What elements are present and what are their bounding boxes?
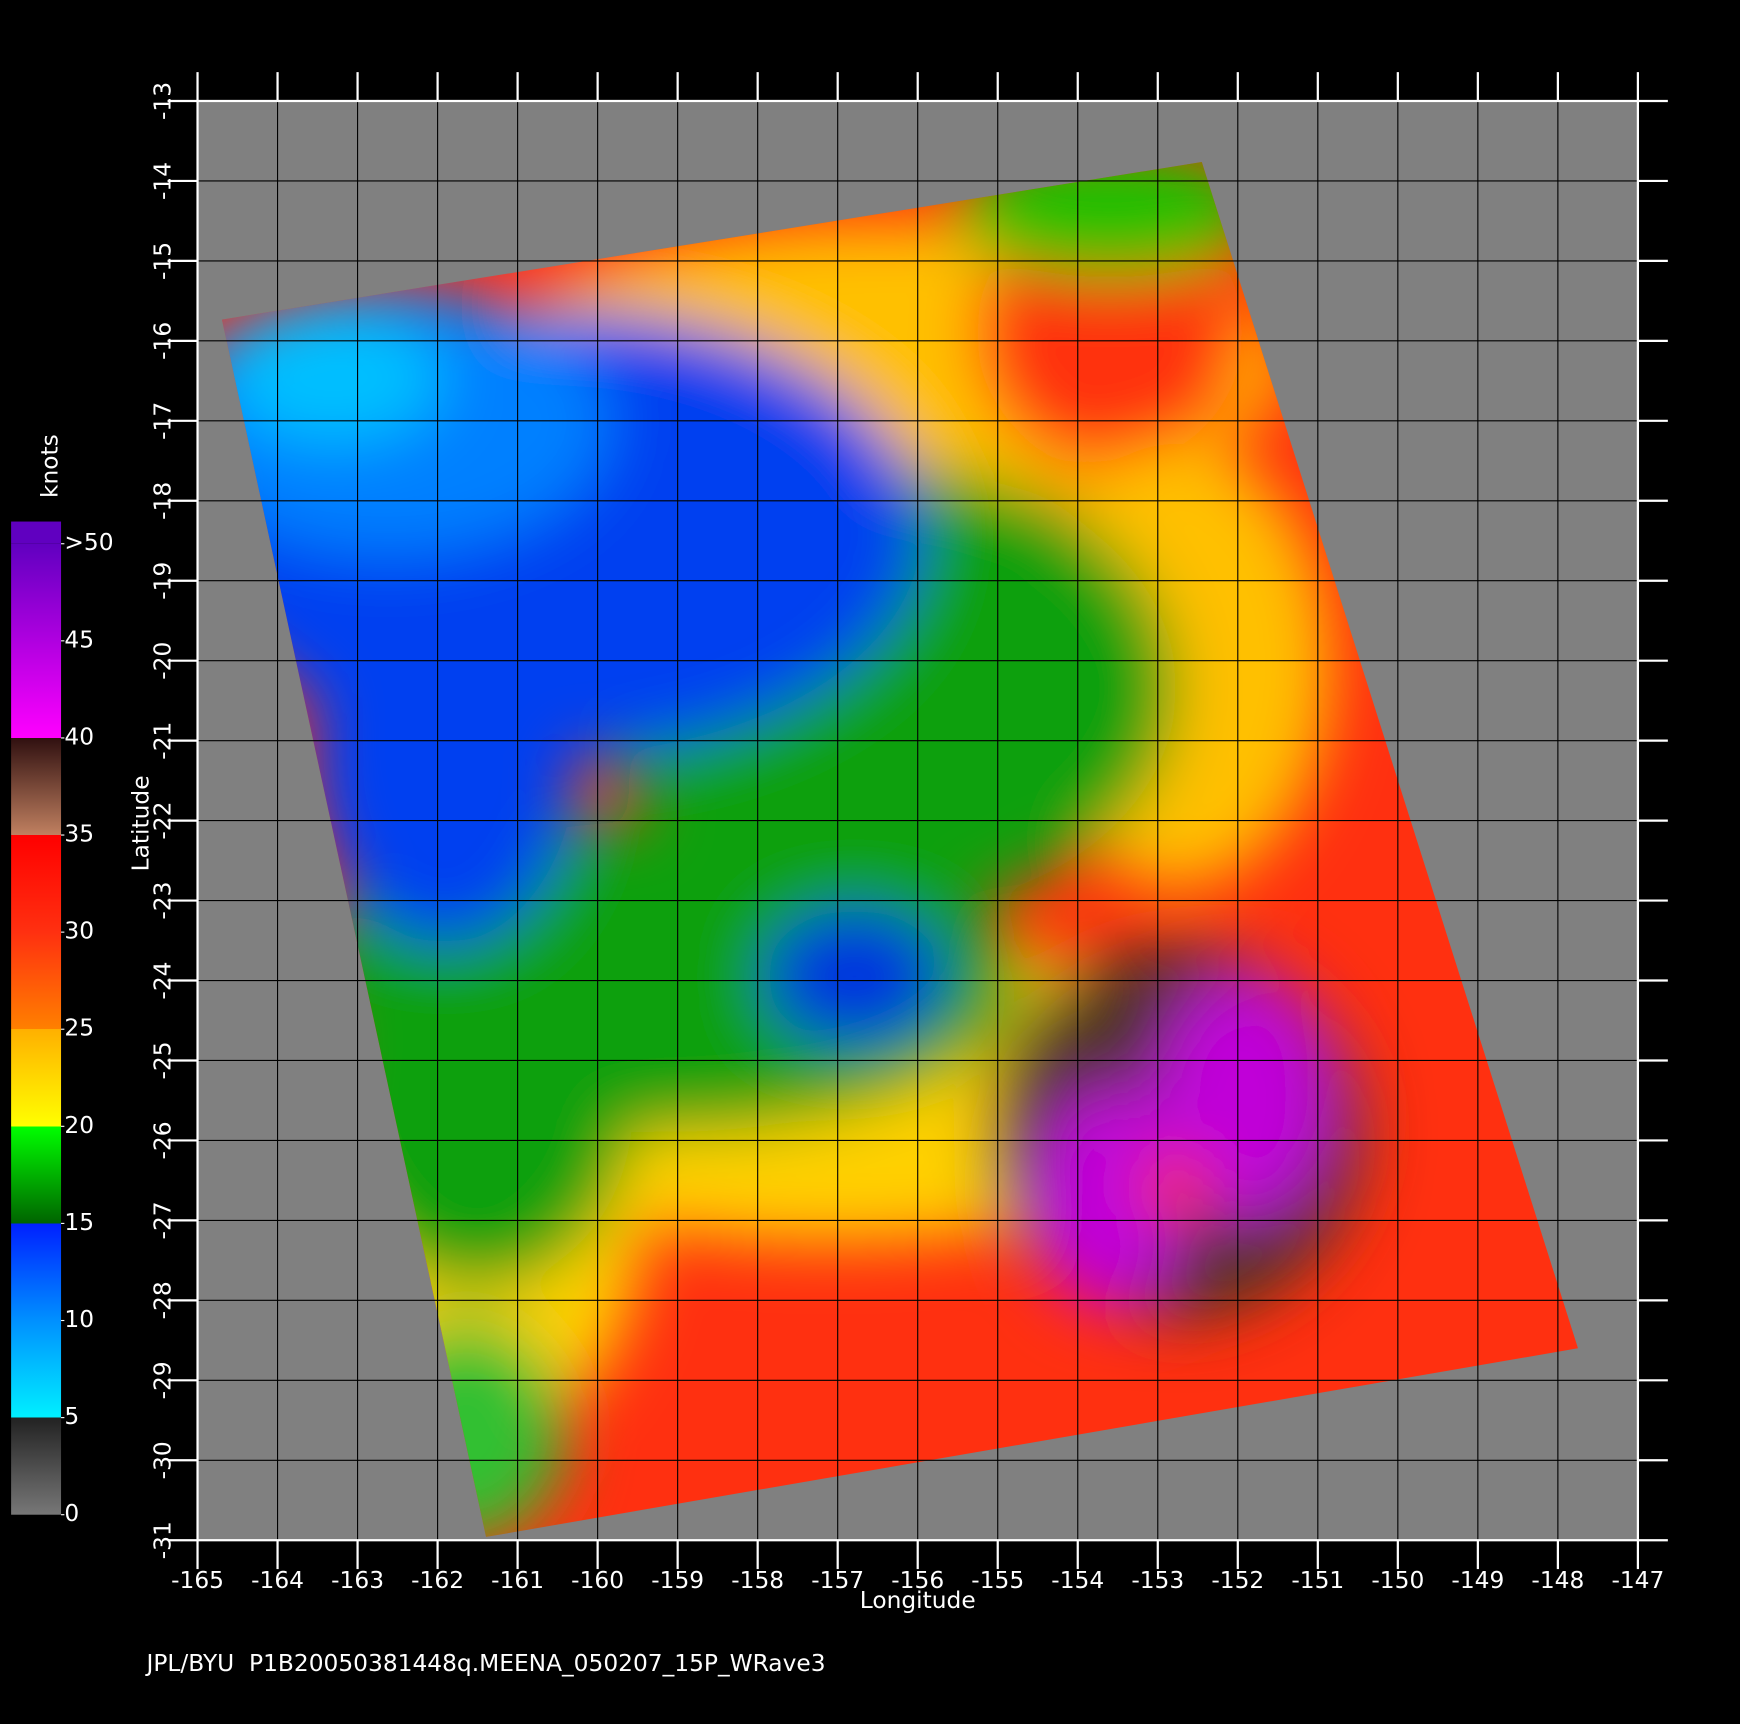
- y-axis-label: Latitude: [128, 775, 155, 871]
- colorbar-tick-label: 20: [64, 1112, 94, 1139]
- colorbar-tick-label: 15: [64, 1209, 94, 1236]
- y-tick-label: -25: [150, 1041, 177, 1079]
- y-tick-label: -28: [150, 1281, 177, 1319]
- y-tick-label: -14: [150, 162, 177, 200]
- colorbar-tick-label: >50: [64, 529, 113, 556]
- x-tick-label: -153: [1131, 1567, 1184, 1594]
- x-tick-label: -156: [891, 1567, 944, 1594]
- x-tick-label: -161: [491, 1567, 544, 1594]
- colorbar: [11, 543, 62, 1515]
- y-tick-label: -29: [150, 1361, 177, 1399]
- colorbar-tick-label: 40: [64, 723, 94, 750]
- colorbar-tick-label: 30: [64, 918, 94, 945]
- colorbar-tick-label: 10: [64, 1306, 94, 1333]
- y-tick-label: -31: [150, 1521, 177, 1559]
- colorbar-tick-label: 45: [64, 626, 94, 653]
- colorbar-label: knots: [37, 434, 64, 498]
- x-tick-label: -157: [811, 1567, 864, 1594]
- colorbar-cap: [11, 521, 62, 544]
- y-tick-label: -20: [150, 642, 177, 680]
- y-tick-label: -27: [150, 1201, 177, 1239]
- x-tick-label: -158: [731, 1567, 784, 1594]
- x-tick-label: -151: [1291, 1567, 1344, 1594]
- colorbar-tick-label: 35: [64, 821, 94, 848]
- x-tick-label: -164: [251, 1567, 304, 1594]
- x-tick-label: -147: [1611, 1567, 1664, 1594]
- x-tick-label: -160: [571, 1567, 624, 1594]
- x-tick-label: -159: [651, 1567, 704, 1594]
- footer: JPL/BYU P1B20050381448q.MEENA_050207_15P…: [144, 1650, 825, 1677]
- y-tick-label: -21: [150, 722, 177, 760]
- x-axis-label: Longitude: [860, 1587, 976, 1614]
- x-tick-label: -162: [411, 1567, 464, 1594]
- x-tick-label: -148: [1531, 1567, 1584, 1594]
- colorbar-tick-label: 0: [64, 1500, 79, 1527]
- y-tick-label: -23: [150, 882, 177, 920]
- x-tick-label: -163: [331, 1567, 384, 1594]
- y-tick-label: -13: [150, 82, 177, 120]
- y-tick-label: -24: [150, 961, 177, 999]
- y-tick-label: -26: [150, 1121, 177, 1159]
- x-tick-label: -152: [1211, 1567, 1264, 1594]
- colorbar-tick-label: 5: [64, 1403, 79, 1430]
- y-tick-label: -22: [150, 802, 177, 840]
- x-tick-label: -165: [171, 1567, 224, 1594]
- x-tick-label: -150: [1371, 1567, 1424, 1594]
- y-tick-label: -15: [150, 242, 177, 280]
- y-tick-label: -30: [150, 1441, 177, 1479]
- x-tick-label: -155: [971, 1567, 1024, 1594]
- y-tick-label: -17: [150, 402, 177, 440]
- y-tick-label: -19: [150, 562, 177, 600]
- y-tick-label: -18: [150, 482, 177, 520]
- x-tick-label: -149: [1451, 1567, 1504, 1594]
- colorbar-tick-label: 25: [64, 1015, 94, 1042]
- x-tick-label: -154: [1051, 1567, 1104, 1594]
- y-tick-label: -16: [150, 322, 177, 360]
